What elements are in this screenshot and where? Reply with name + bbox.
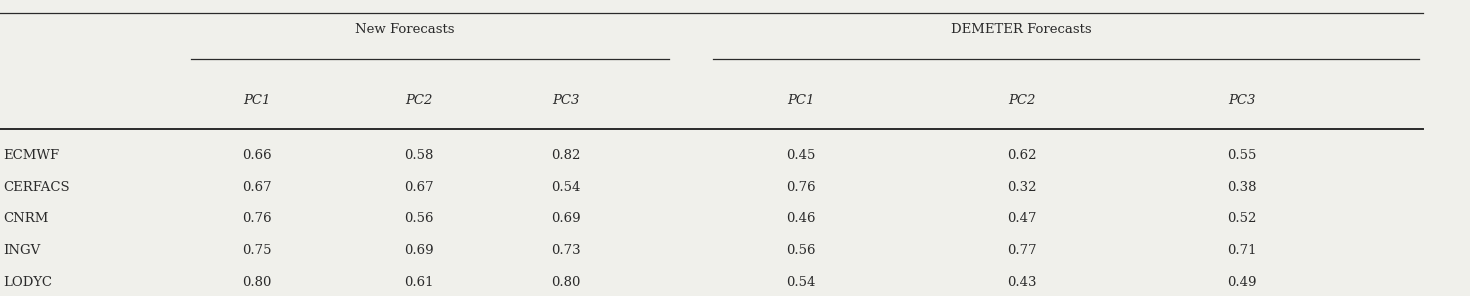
Text: 0.46: 0.46 [786, 212, 816, 225]
Text: 0.38: 0.38 [1227, 181, 1257, 194]
Text: INGV: INGV [3, 244, 40, 257]
Text: 0.77: 0.77 [1007, 244, 1036, 257]
Text: 0.56: 0.56 [404, 212, 434, 225]
Text: 0.49: 0.49 [1227, 276, 1257, 289]
Text: PC1: PC1 [788, 94, 814, 107]
Text: ECMWF: ECMWF [3, 149, 59, 162]
Text: 0.69: 0.69 [404, 244, 434, 257]
Text: 0.62: 0.62 [1007, 149, 1036, 162]
Text: PC3: PC3 [1229, 94, 1255, 107]
Text: 0.66: 0.66 [243, 149, 272, 162]
Text: 0.67: 0.67 [404, 181, 434, 194]
Text: 0.80: 0.80 [243, 276, 272, 289]
Text: LODYC: LODYC [3, 276, 51, 289]
Text: 0.80: 0.80 [551, 276, 581, 289]
Text: 0.52: 0.52 [1227, 212, 1257, 225]
Text: 0.82: 0.82 [551, 149, 581, 162]
Text: 0.76: 0.76 [786, 181, 816, 194]
Text: 0.58: 0.58 [404, 149, 434, 162]
Text: 0.43: 0.43 [1007, 276, 1036, 289]
Text: PC2: PC2 [406, 94, 432, 107]
Text: PC1: PC1 [244, 94, 270, 107]
Text: 0.71: 0.71 [1227, 244, 1257, 257]
Text: 0.55: 0.55 [1227, 149, 1257, 162]
Text: New Forecasts: New Forecasts [354, 22, 454, 36]
Text: 0.54: 0.54 [786, 276, 816, 289]
Text: 0.76: 0.76 [243, 212, 272, 225]
Text: 0.67: 0.67 [243, 181, 272, 194]
Text: 0.45: 0.45 [786, 149, 816, 162]
Text: 0.47: 0.47 [1007, 212, 1036, 225]
Text: 0.73: 0.73 [551, 244, 581, 257]
Text: 0.61: 0.61 [404, 276, 434, 289]
Text: 0.56: 0.56 [786, 244, 816, 257]
Text: CNRM: CNRM [3, 212, 49, 225]
Text: 0.69: 0.69 [551, 212, 581, 225]
Text: CERFACS: CERFACS [3, 181, 69, 194]
Text: PC2: PC2 [1008, 94, 1035, 107]
Text: 0.54: 0.54 [551, 181, 581, 194]
Text: PC3: PC3 [553, 94, 579, 107]
Text: DEMETER Forecasts: DEMETER Forecasts [951, 22, 1092, 36]
Text: 0.75: 0.75 [243, 244, 272, 257]
Text: 0.32: 0.32 [1007, 181, 1036, 194]
